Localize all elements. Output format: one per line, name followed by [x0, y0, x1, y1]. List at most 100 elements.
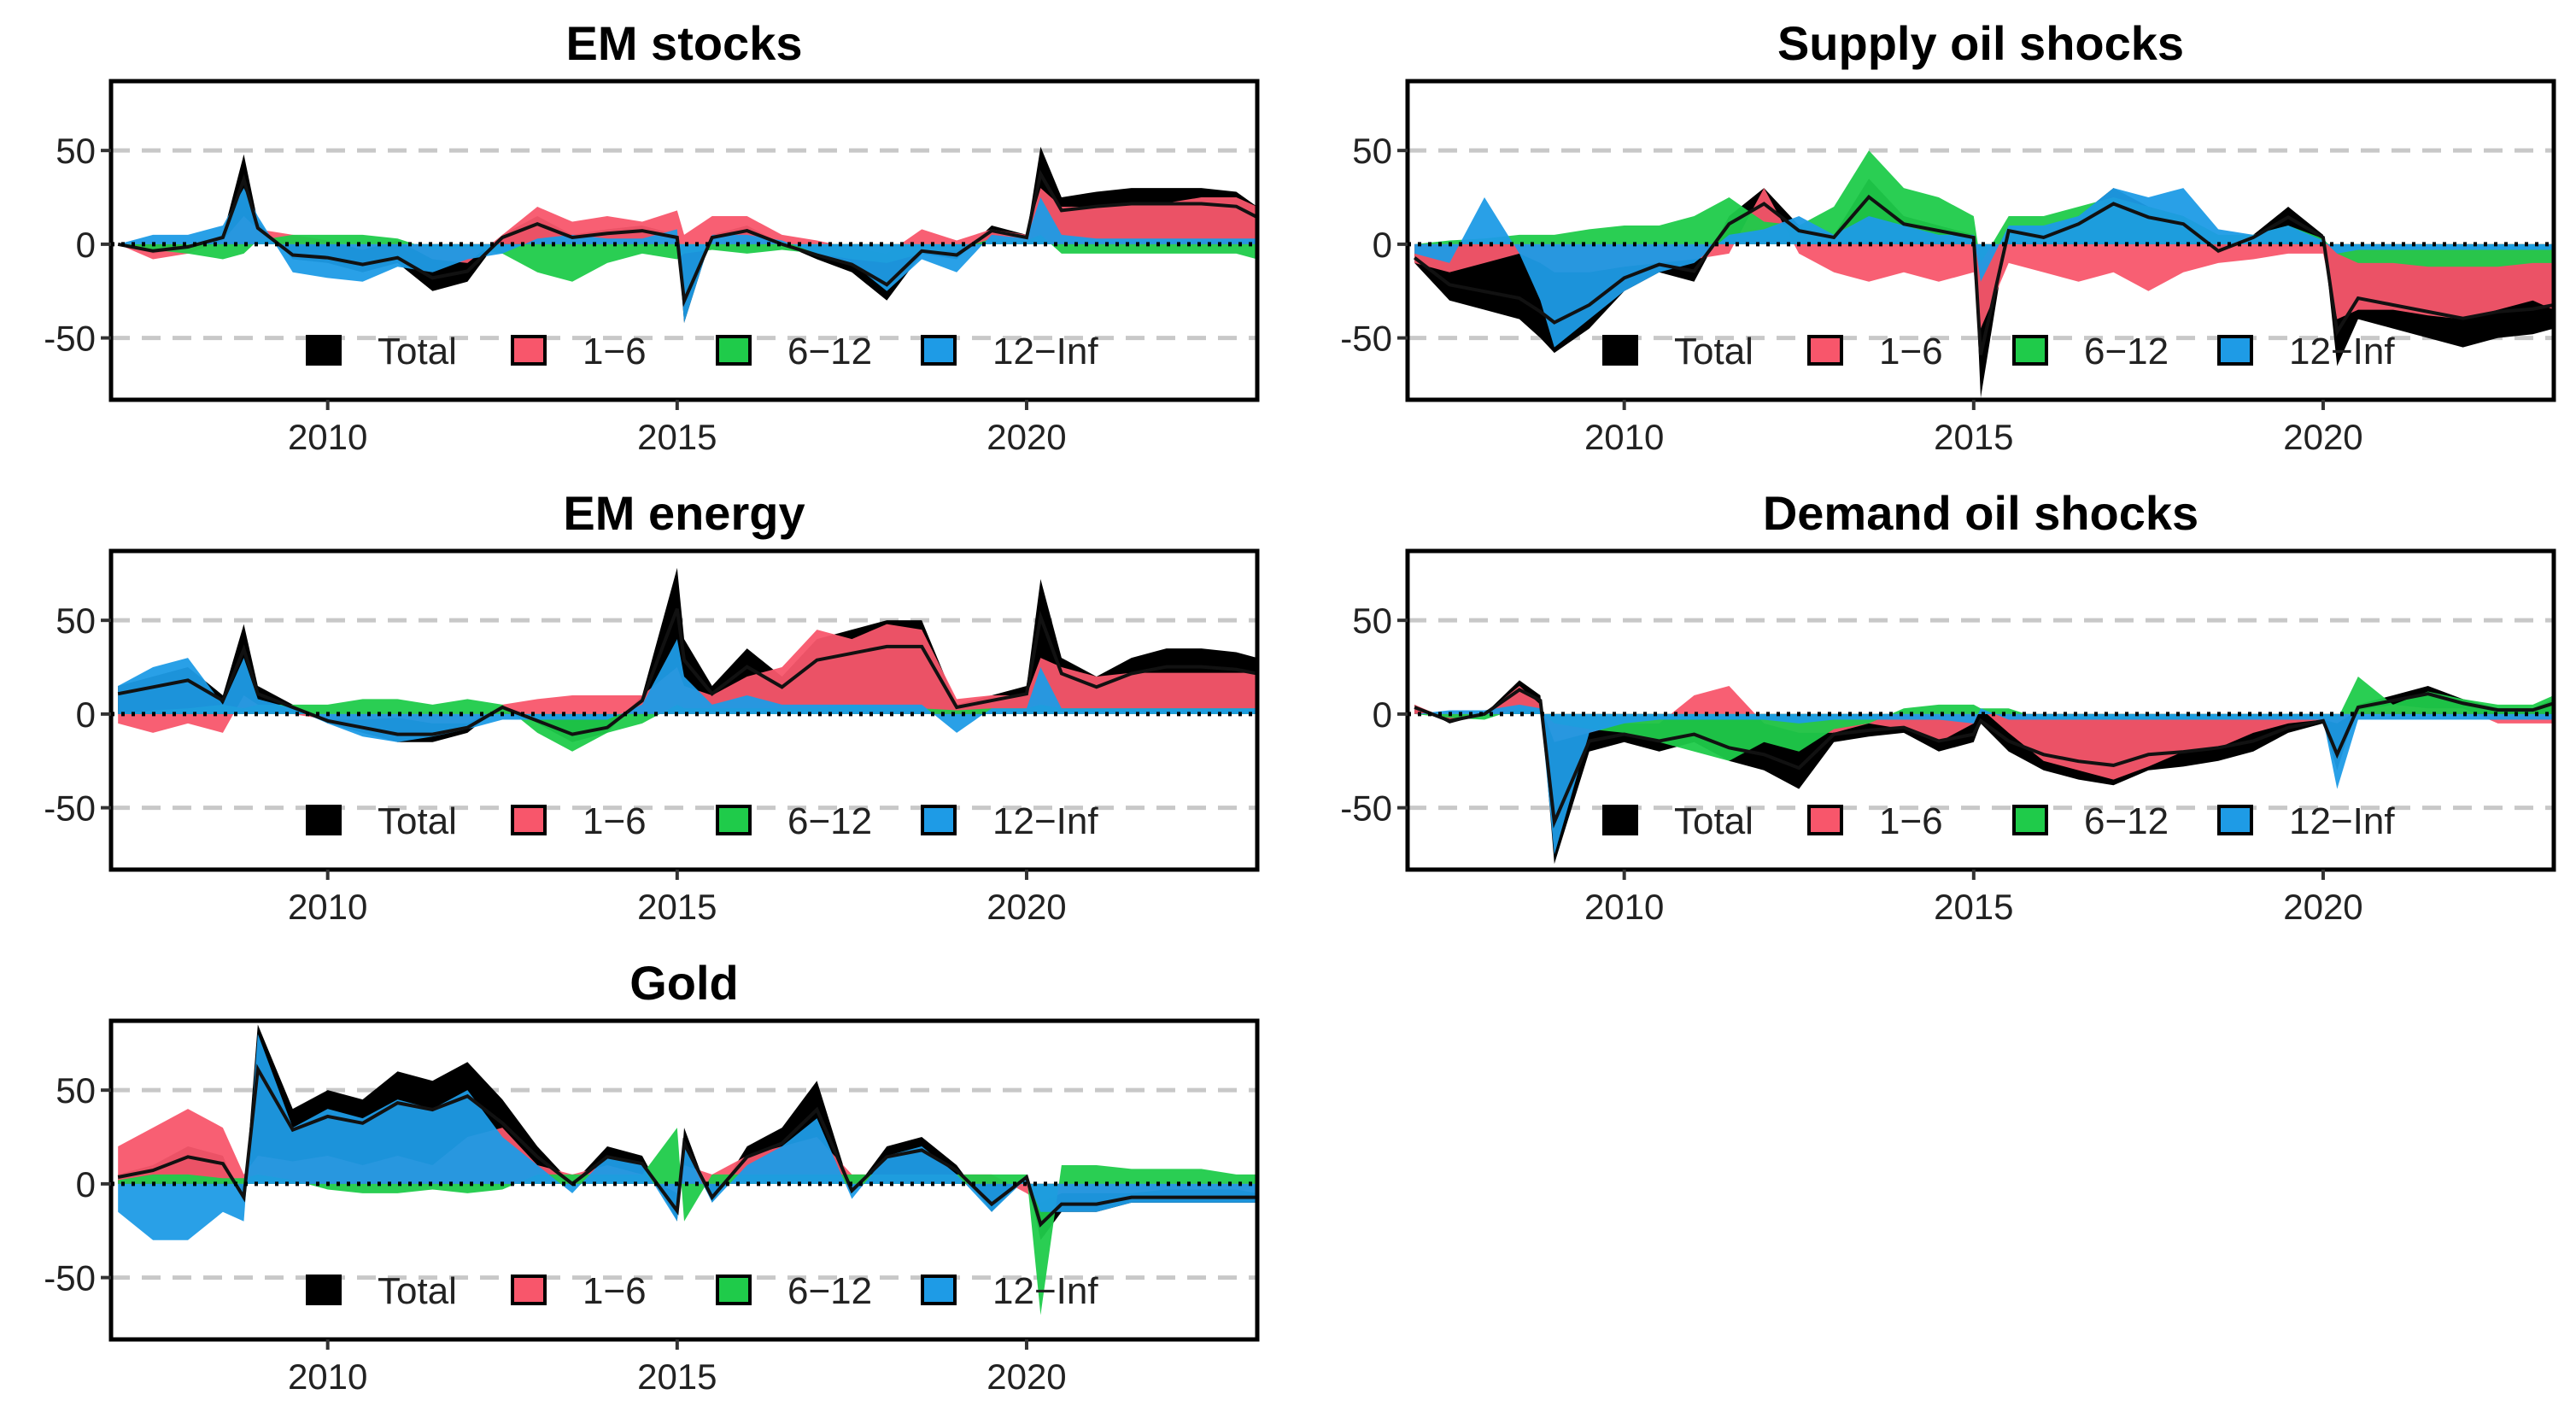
- area-1-6: [1414, 685, 2554, 780]
- panel-frame: [108, 1018, 1260, 1342]
- total-line: [117, 1064, 1257, 1228]
- legend-item-1-6: 1−6: [511, 331, 647, 372]
- legend-label: 1−6: [583, 1270, 647, 1312]
- legend: Total 1−6 6−12 12−Inf: [306, 1270, 1098, 1312]
- area-12-inf: [1414, 188, 2554, 348]
- legend-swatch: [2217, 805, 2253, 835]
- legend-swatch: [511, 1275, 547, 1305]
- x-tick-label: 2015: [637, 887, 717, 927]
- legend-swatch: [2012, 335, 2048, 366]
- y-tick-label: 50: [1352, 601, 1392, 641]
- y-tick-label: -50: [44, 319, 96, 359]
- y-tick-label: 50: [56, 1070, 96, 1110]
- plot-area: [117, 1024, 1257, 1316]
- legend-label: 6−12: [787, 1270, 872, 1312]
- legend-label: Total: [1674, 331, 1753, 372]
- y-tick-label: 50: [56, 601, 96, 641]
- panel-title: EM energy: [563, 486, 805, 540]
- legend: Total 1−6 6−12 12−Inf: [1602, 800, 2395, 842]
- legend-item-6-12: 6−12: [716, 1270, 872, 1312]
- x-tick-label: 2020: [986, 417, 1066, 457]
- legend-item-12-inf: 12−Inf: [921, 1270, 1098, 1312]
- legend-label: 1−6: [1879, 800, 1943, 842]
- y-tick-label: -50: [44, 788, 96, 829]
- y-tick-label: 0: [76, 1164, 96, 1204]
- legend-item-total: Total: [306, 1270, 457, 1312]
- x-tick-label: 2015: [637, 417, 717, 457]
- area-12-inf: [1414, 704, 2554, 855]
- x-tick-label: 2020: [986, 887, 1066, 927]
- legend-label: 12−Inf: [992, 800, 1098, 842]
- x-tick-label: 2020: [2283, 887, 2362, 927]
- legend-swatch: [716, 1275, 752, 1305]
- legend-item-6-12: 6−12: [716, 331, 872, 372]
- panel-title: Supply oil shocks: [1777, 16, 2184, 70]
- x-tick-label: 2015: [1934, 887, 2013, 927]
- legend-swatch: [921, 805, 957, 835]
- legend-label: 12−Inf: [2289, 800, 2395, 842]
- legend-item-1-6: 1−6: [1807, 331, 1943, 372]
- area-12-inf: [118, 1034, 1257, 1240]
- y-tick-label: 0: [1373, 225, 1392, 265]
- legend: Total 1−6 6−12 12−Inf: [306, 800, 1098, 842]
- legend-label: 12−Inf: [2289, 331, 2395, 372]
- y-tick-label: 0: [1373, 694, 1392, 735]
- legend-swatch: [2012, 805, 2048, 835]
- legend-label: 6−12: [787, 800, 872, 842]
- panel-frame: [1405, 79, 2556, 402]
- legend: Total 1−6 6−12 12−Inf: [1602, 331, 2395, 372]
- legend-item-12-inf: 12−Inf: [921, 331, 1098, 372]
- legend-item-total: Total: [1602, 800, 1753, 842]
- y-tick-label: -50: [1340, 788, 1392, 829]
- area-12-inf: [118, 188, 1257, 324]
- y-tick-label: 50: [1352, 131, 1392, 171]
- legend-label: Total: [378, 331, 457, 372]
- y-tick-label: 0: [76, 694, 96, 735]
- legend-label: 1−6: [583, 331, 647, 372]
- panel-demand-oil-shocks: Demand oil shocks 50 0 -50 2010 2015 2020 Total…: [1340, 486, 2556, 927]
- legend-swatch: [306, 335, 342, 366]
- legend-item-1-6: 1−6: [511, 1270, 647, 1312]
- plot-area: [117, 567, 1257, 752]
- total-line: [1414, 688, 2554, 829]
- legend-item-12-inf: 12−Inf: [921, 800, 1098, 842]
- area-total: [118, 567, 1257, 742]
- legend-item-total: Total: [306, 331, 457, 372]
- x-tick-label: 2010: [288, 1357, 367, 1397]
- panel-frame: [108, 548, 1260, 872]
- legend-label: 6−12: [787, 331, 872, 372]
- panel-em-stocks: EM stocks 50 0 -50 2010 2015 2020 Total 1−6 6−12 1…: [44, 16, 1260, 457]
- legend-item-total: Total: [1602, 331, 1753, 372]
- legend-swatch: [921, 335, 957, 366]
- legend-swatch: [1807, 805, 1843, 835]
- legend-label: 1−6: [1879, 331, 1943, 372]
- panel-supply-oil-shocks: Supply oil shocks 50 0 -50 2010 2015 2020 Total…: [1340, 16, 2556, 457]
- x-tick-label: 2010: [1584, 887, 1664, 927]
- legend-item-12-inf: 12−Inf: [2217, 331, 2395, 372]
- legend-label: 6−12: [2084, 800, 2169, 842]
- area-12-inf: [118, 639, 1257, 742]
- plot-area: [1414, 677, 2554, 864]
- panel-title: Gold: [629, 956, 739, 1010]
- legend-swatch: [511, 335, 547, 366]
- x-tick-label: 2015: [1934, 417, 2013, 457]
- legend-label: 12−Inf: [992, 1270, 1098, 1312]
- legend-item-1-6: 1−6: [1807, 800, 1943, 842]
- x-tick-label: 2015: [637, 1357, 717, 1397]
- panel-em-energy: EM energy 50 0 -50 2010 2015 2020 Total 1−6 6−12 1…: [44, 486, 1260, 927]
- panel-gold: Gold 50 0 -50 2010 2015 2020 Total 1−6 6−12 12−Inf: [44, 956, 1260, 1397]
- legend-item-12-inf: 12−Inf: [2217, 800, 2395, 842]
- panel-title: EM stocks: [566, 16, 803, 70]
- legend-swatch: [1602, 805, 1638, 835]
- x-tick-label: 2010: [288, 417, 367, 457]
- total-line: [117, 607, 1257, 736]
- legend-item-6-12: 6−12: [2012, 331, 2169, 372]
- legend-label: Total: [378, 1270, 457, 1312]
- legend-item-1-6: 1−6: [511, 800, 647, 842]
- legend-label: 1−6: [583, 800, 647, 842]
- total-line: [117, 169, 1257, 308]
- legend-swatch: [2217, 335, 2253, 366]
- total-line: [1413, 194, 2554, 355]
- x-tick-label: 2010: [1584, 417, 1664, 457]
